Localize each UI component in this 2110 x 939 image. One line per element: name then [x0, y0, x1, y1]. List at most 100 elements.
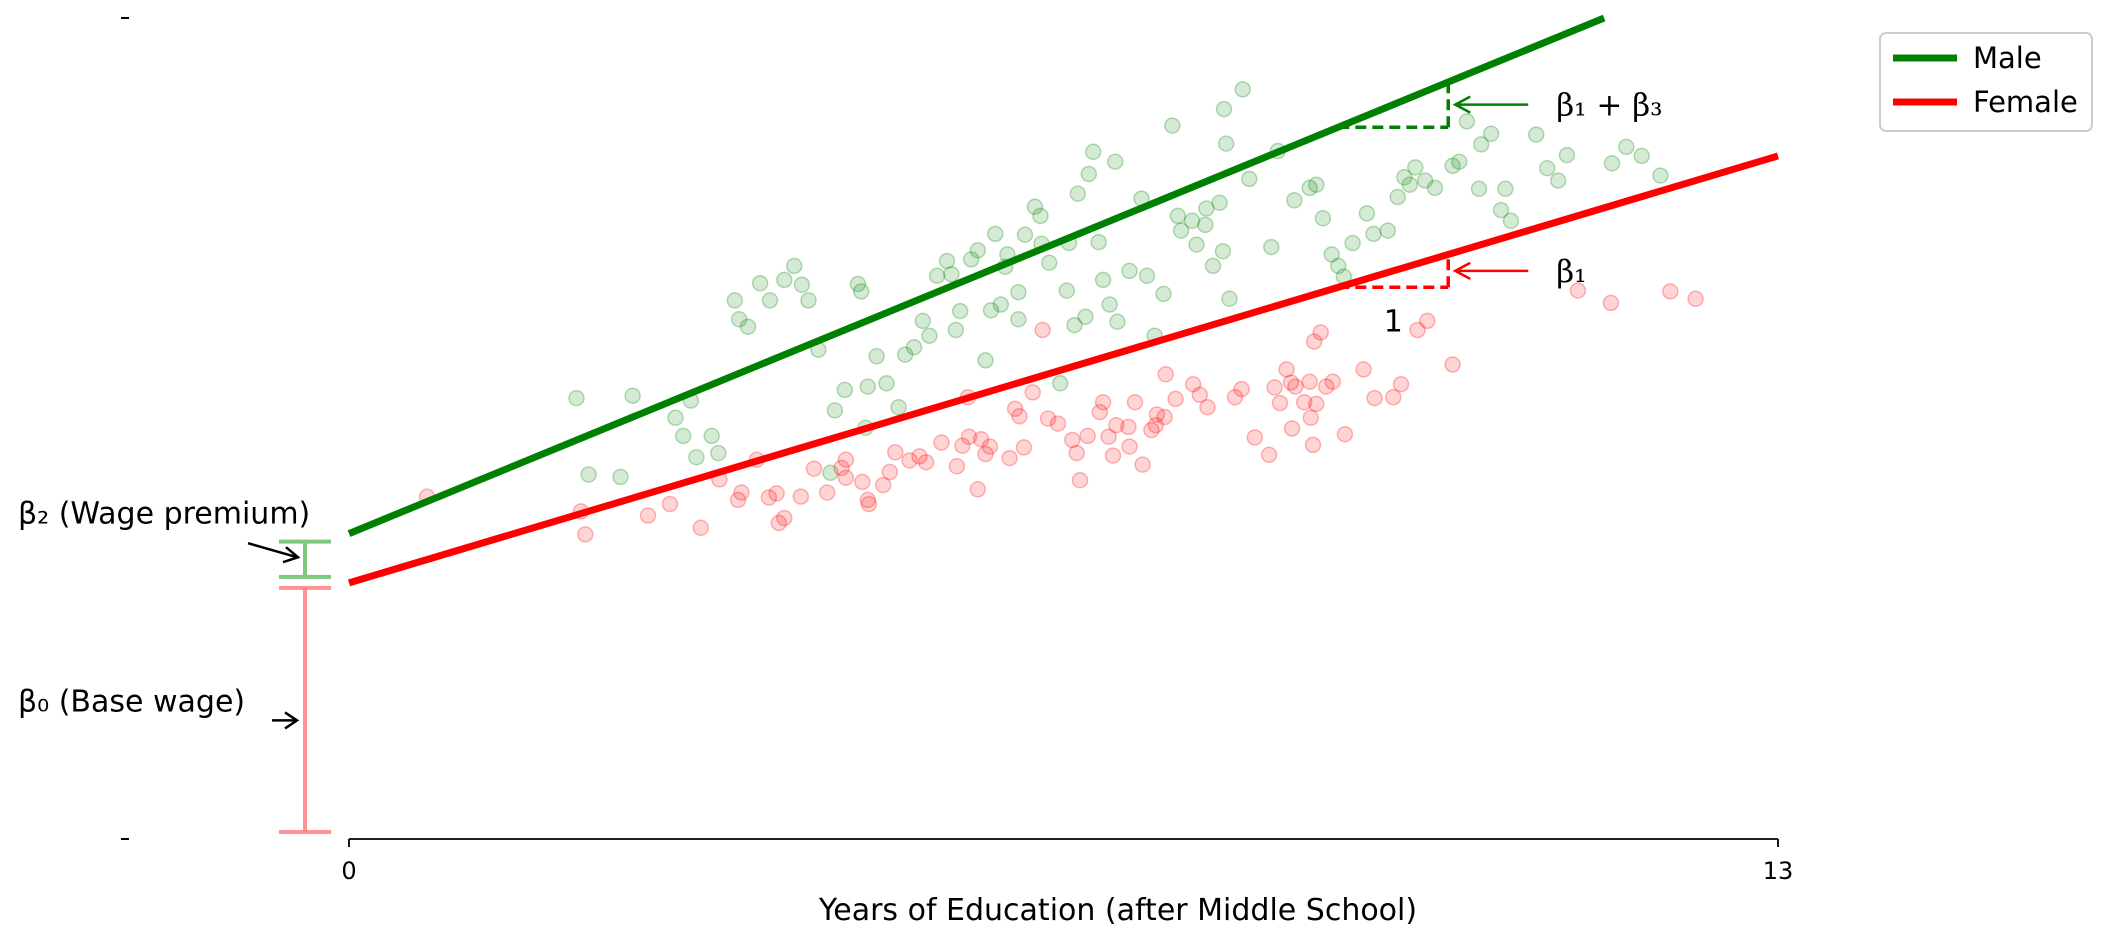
point-female-91 [1392, 375, 1410, 393]
point-female-28 [917, 453, 935, 471]
point-male-98 [1365, 225, 1382, 243]
point-female-20 [854, 473, 871, 491]
point-male-59 [1077, 308, 1094, 326]
point-female-31 [954, 437, 971, 454]
point-female-12 [770, 514, 788, 532]
point-male-76 [1188, 236, 1205, 253]
point-male-9 [710, 444, 727, 462]
point-female-71 [1260, 446, 1278, 464]
point-male-39 [962, 251, 980, 268]
point-male-66 [1109, 313, 1126, 331]
point-male-21 [826, 402, 844, 419]
point-male-32 [914, 312, 932, 330]
point-female-56 [1121, 438, 1138, 455]
point-male-107 [1450, 153, 1468, 170]
annotations: β₁ + β₃ β₁ 1 β₂ (Wage premium) β₀ (Base wage… [18, 82, 1663, 834]
point-female-21 [859, 491, 877, 509]
point-male-112 [1492, 201, 1510, 219]
point-male-121 [1633, 147, 1650, 165]
point-female-19 [837, 469, 855, 487]
point-female-80 [1302, 409, 1320, 427]
point-female-86 [1324, 373, 1342, 390]
point-female-27 [911, 448, 928, 465]
point-male-115 [1527, 126, 1545, 143]
point-male-118 [1558, 146, 1576, 164]
point-female-16 [818, 484, 836, 501]
point-female-63 [1157, 366, 1174, 383]
point-male-86 [1241, 170, 1258, 188]
point-male-81 [1214, 242, 1232, 260]
point-female-7 [729, 491, 747, 509]
point-male-22 [836, 381, 854, 399]
point-female-62 [1156, 408, 1173, 426]
slope-label-male: β₁ + β₃ [1556, 88, 1662, 124]
point-male-79 [1204, 257, 1222, 275]
point-female-82 [1305, 333, 1323, 350]
beta2-arrowhead [282, 546, 301, 564]
point-male-100 [1389, 188, 1406, 206]
x-tick-label-0: 0 [341, 857, 356, 885]
point-male-78 [1198, 200, 1215, 217]
point-male-96 [1344, 234, 1361, 252]
point-female-54 [1108, 416, 1125, 434]
point-female-64 [1167, 390, 1184, 408]
point-male-77 [1197, 216, 1214, 234]
point-female-41 [1015, 439, 1033, 456]
point-male-18 [800, 292, 817, 309]
point-male-74 [1172, 222, 1190, 239]
point-male-105 [1426, 179, 1444, 197]
point-female-47 [1068, 444, 1085, 462]
point-male-75 [1183, 212, 1201, 230]
point-male-104 [1416, 172, 1434, 189]
point-male-80 [1211, 194, 1228, 211]
point-female-15 [805, 460, 823, 477]
legend-label-female: Female [1973, 85, 2078, 119]
point-female-10 [760, 489, 778, 506]
point-female-98 [1687, 290, 1704, 308]
point-male-24 [852, 283, 870, 300]
point-male-102 [1401, 176, 1419, 193]
point-male-10 [726, 292, 744, 309]
point-female-44 [1039, 410, 1057, 427]
point-male-67 [1121, 262, 1138, 280]
point-female-55 [1120, 418, 1137, 436]
scatter-points [418, 81, 1704, 543]
point-male-57 [1066, 316, 1083, 334]
point-female-58 [1134, 456, 1151, 473]
point-female-77 [1287, 378, 1304, 395]
point-male-119 [1603, 155, 1621, 172]
point-male-109 [1470, 180, 1488, 198]
point-male-13 [751, 274, 769, 292]
point-female-39 [1006, 400, 1024, 418]
point-male-44 [992, 296, 1010, 313]
point-male-113 [1497, 180, 1514, 198]
point-female-23 [874, 476, 892, 494]
point-female-57 [1126, 393, 1144, 411]
point-male-8 [703, 427, 720, 445]
point-female-45 [1049, 415, 1067, 432]
point-male-58 [1069, 185, 1087, 202]
slope-label-female: β₁ [1556, 254, 1586, 290]
point-female-81 [1304, 436, 1322, 454]
point-male-42 [982, 302, 1000, 319]
point-male-73 [1169, 207, 1187, 225]
point-male-47 [1010, 283, 1027, 301]
beta2-arrow [247, 542, 298, 559]
point-female-68 [1226, 389, 1244, 406]
point-female-4 [661, 495, 679, 513]
point-female-74 [1278, 361, 1295, 378]
point-male-120 [1618, 138, 1635, 156]
legend-label-male: Male [1973, 41, 2042, 75]
point-female-24 [881, 463, 899, 481]
point-male-55 [1058, 282, 1076, 299]
point-male-11 [730, 311, 748, 328]
point-male-63 [1094, 271, 1112, 289]
point-female-13 [776, 509, 793, 527]
x-tick-label-13: 13 [1763, 857, 1794, 885]
point-male-16 [785, 257, 803, 275]
point-male-15 [776, 271, 793, 289]
point-male-61 [1084, 143, 1102, 161]
point-male-20 [822, 464, 839, 482]
point-female-30 [948, 458, 966, 475]
